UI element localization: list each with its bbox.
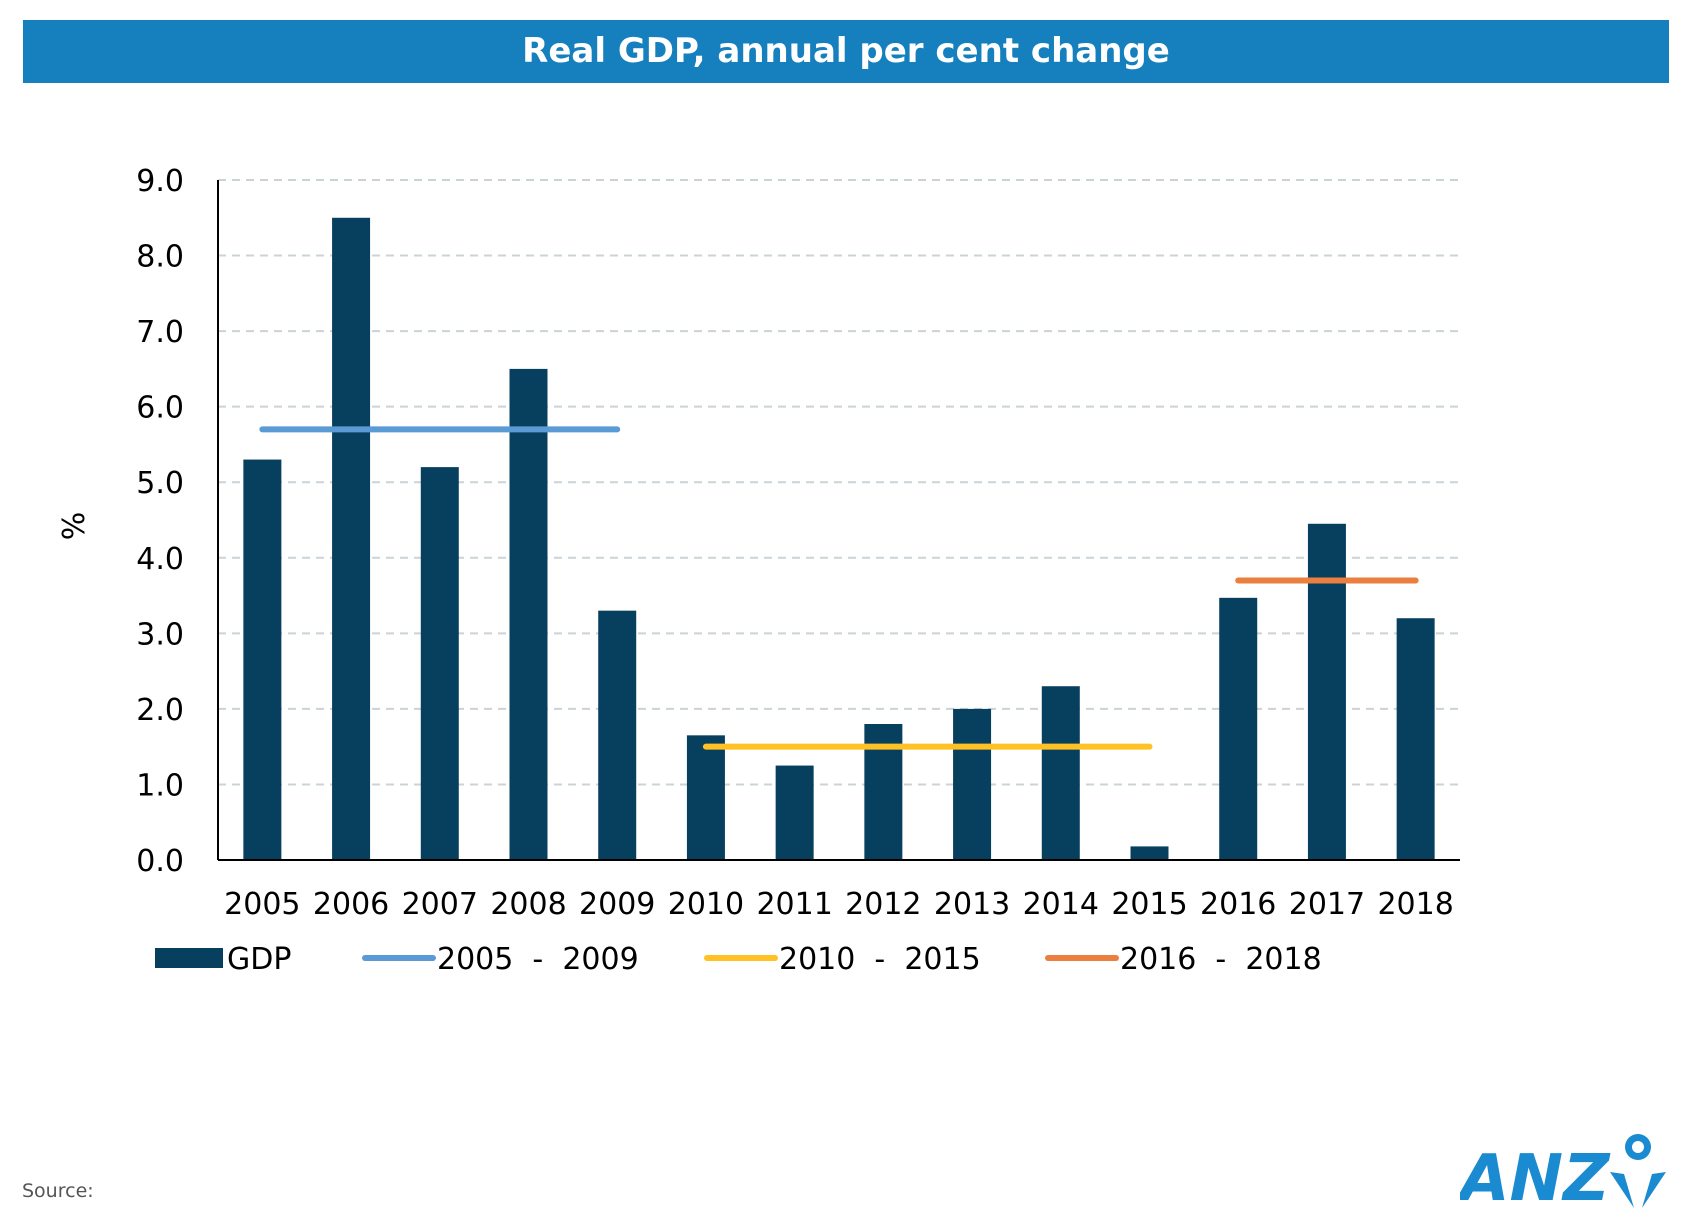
- y-tick-label: 2.0: [136, 693, 184, 728]
- y-tick-label: 9.0: [136, 164, 184, 199]
- source-label: Source:: [22, 1180, 94, 1202]
- bar-gdp-2014: [1041, 686, 1080, 860]
- bar-gdp-2017: [1307, 523, 1346, 860]
- legend-swatch-gdp: [155, 948, 223, 968]
- legend-label: 2016 - 2018: [1120, 942, 1322, 977]
- legend-label: 2005 - 2009: [437, 942, 639, 977]
- legend-label: 2010 - 2015: [779, 942, 981, 977]
- anz-logo: ANZ: [1460, 1134, 1666, 1210]
- bar-gdp-2010: [686, 735, 725, 860]
- legend-item: 2016 - 2018: [1045, 942, 1322, 977]
- y-tick-labels: 0.0 1.0 2.0 3.0 4.0 5.0 6.0 7.0 8.0 9.0: [136, 164, 184, 879]
- x-tick-label: 2014: [1023, 887, 1099, 922]
- axes: [217, 180, 1460, 861]
- x-tick-label: 2015: [1111, 887, 1187, 922]
- chart-title: Real GDP, annual per cent change: [23, 20, 1669, 83]
- bar-gdp-2008: [509, 368, 548, 860]
- x-tick-label: 2011: [756, 887, 832, 922]
- bars: [243, 217, 1435, 860]
- bar-gdp-2007: [420, 467, 459, 860]
- y-tick-label: 1.0: [136, 768, 184, 803]
- x-tick-label: 2012: [845, 887, 921, 922]
- y-tick-label: 8.0: [136, 240, 184, 275]
- x-tick-label: 2013: [934, 887, 1010, 922]
- average-lines: [259, 426, 1419, 750]
- bar-gdp-2009: [598, 610, 637, 860]
- legend-item: 2010 - 2015: [704, 942, 981, 977]
- bar-gdp-2005: [243, 459, 282, 860]
- x-tick-label: 2017: [1289, 887, 1365, 922]
- x-tick-label: 2008: [490, 887, 566, 922]
- y-tick-label: 3.0: [136, 617, 184, 652]
- bar-gdp-2011: [775, 765, 814, 860]
- legend-item: 2005 - 2009: [362, 942, 639, 977]
- gridlines: [218, 179, 1460, 786]
- y-tick-label: 5.0: [136, 466, 184, 501]
- x-tick-label: 2010: [668, 887, 744, 922]
- x-tick-labels: 2005 2006 2007 2008 2009 2010 2011 2012 2013 2014…: [224, 887, 1454, 922]
- logo-text: ANZ: [1460, 1142, 1611, 1210]
- y-tick-label: 7.0: [136, 315, 184, 350]
- y-tick-label: 4.0: [136, 542, 184, 577]
- bar-gdp-2018: [1396, 618, 1435, 860]
- legend-label: GDP: [227, 942, 291, 977]
- y-tick-label: 0.0: [136, 844, 184, 879]
- x-tick-label: 2016: [1200, 887, 1276, 922]
- bar-gdp-2016: [1219, 597, 1258, 860]
- y-tick-label: 6.0: [136, 391, 184, 426]
- bar-gdp-2015: [1130, 846, 1169, 860]
- x-tick-label: 2007: [402, 887, 478, 922]
- logo-people-icon: [1610, 1134, 1666, 1208]
- bar-gdp-2013: [953, 708, 992, 860]
- x-tick-label: 2018: [1377, 887, 1453, 922]
- legend: GDP 2005 - 2009 2010 - 2015 2016 - 2018: [155, 942, 1322, 977]
- y-axis-label: %: [57, 512, 92, 541]
- bar-gdp-2006: [332, 217, 371, 860]
- x-tick-label: 2006: [313, 887, 389, 922]
- legend-item: GDP: [155, 942, 291, 977]
- x-tick-label: 2009: [579, 887, 655, 922]
- x-tick-label: 2005: [224, 887, 300, 922]
